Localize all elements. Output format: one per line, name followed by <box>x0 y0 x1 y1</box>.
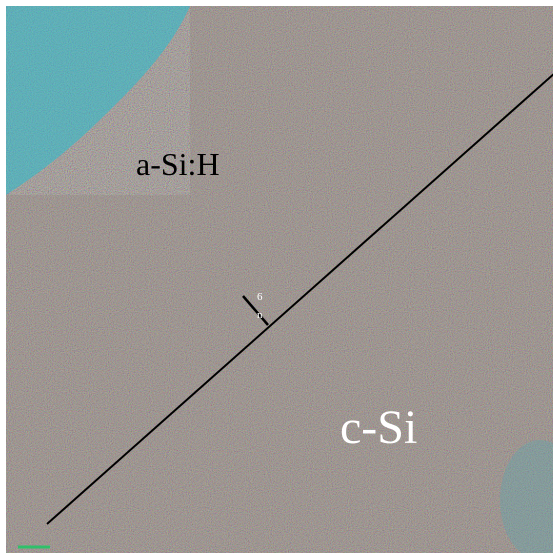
page: a-Si:H c-Si 6 n (() => { const data = JS… <box>0 0 557 558</box>
label-amorphous: a-Si:H <box>136 146 220 182</box>
label-crystalline: c-Si <box>340 401 417 454</box>
thickness-label: 6 <box>257 291 263 303</box>
micrograph: a-Si:H c-Si 6 n <box>0 0 557 558</box>
image-area <box>6 6 557 558</box>
thickness-unit: n <box>257 309 263 321</box>
